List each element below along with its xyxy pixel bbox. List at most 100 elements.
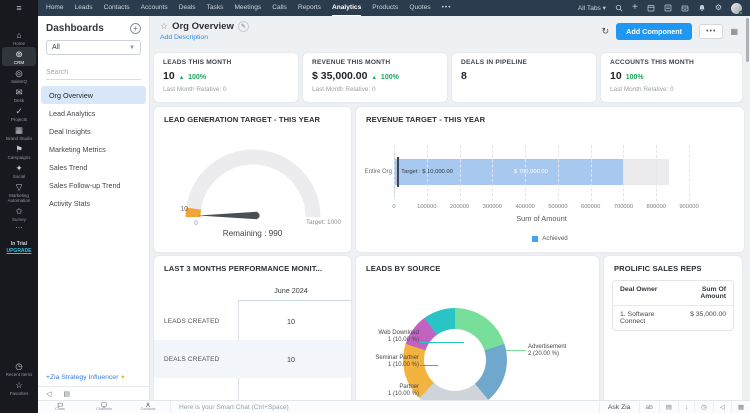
refresh-icon[interactable]: ↻	[602, 26, 610, 37]
x-axis: 0100000200000300000400000500000600000700…	[394, 204, 689, 212]
upgrade-link[interactable]: UPGRADE	[6, 248, 31, 254]
dashboard-more-button[interactable]: •••	[699, 24, 723, 39]
dashboard-list: Org Overview Lead Analytics Deal Insight…	[38, 86, 149, 212]
bottom-bar: Chats Channels Contacts Ask Zia ab ▤ ↓ ◷…	[38, 400, 750, 413]
chart-legend: Achieved	[356, 235, 744, 242]
all-tabs-dropdown[interactable]: All Tabs ▾	[578, 4, 606, 12]
x-tick-label: 800000	[647, 204, 666, 210]
settings-gear-icon[interactable]: ⚙	[715, 3, 722, 13]
app-rail: ≡ ⌂ Home ⊚ CRM ◎ SalesIQ ✉ Desk ✓ Projec…	[0, 0, 38, 413]
kpi-card-deals-in-pipeline: DEALS IN PIPELINE 8	[452, 53, 596, 102]
notes-icon[interactable]: ▤	[659, 401, 678, 413]
translate-icon[interactable]: ab	[639, 401, 659, 413]
kpi-card-accounts-this-month: ACCOUNTS THIS MONTH 10 100% Last Month R…	[601, 53, 742, 102]
add-dashboard-icon[interactable]: +	[130, 23, 141, 34]
column-header-deal-owner: Deal Owner	[613, 281, 671, 305]
table-header-divider	[238, 300, 351, 301]
dashboard-item-lead-analytics[interactable]: Lead Analytics	[41, 104, 146, 122]
add-component-button[interactable]: Add Component	[616, 23, 692, 40]
rail-item-survey[interactable]: ✩ Survey	[2, 204, 36, 223]
favorite-star-icon[interactable]: ☆	[160, 21, 168, 32]
rail-item-desk[interactable]: ✉ Desk	[2, 85, 36, 104]
dashboard-filter-dropdown[interactable]: All ▼	[46, 40, 141, 55]
pie-leader-line	[420, 365, 438, 366]
gridline	[591, 145, 592, 201]
chats-button[interactable]: Chats	[38, 402, 82, 412]
reorder-icon[interactable]: ▤	[63, 390, 70, 398]
column-header-sum-of-amount: Sum Of Amount	[671, 281, 733, 305]
rail-item-salesiq[interactable]: ◎ SalesIQ	[2, 66, 36, 85]
social-icon: ✦	[2, 163, 36, 173]
nav-tab-accounts[interactable]: Accounts	[141, 1, 168, 15]
hamburger-menu-icon[interactable]: ≡	[0, 0, 38, 16]
calendar-icon[interactable]	[647, 4, 655, 12]
dashboard-item-sales-trend[interactable]: Sales Trend	[41, 158, 146, 176]
online-status-dot	[739, 11, 743, 15]
pie-label-advertisement: Advertisement 2 (20.00 %)	[528, 344, 588, 358]
nav-more-icon[interactable]: •••	[442, 1, 452, 15]
notifications-bell-icon[interactable]	[698, 4, 706, 12]
rail-item-crm[interactable]: ⊚ CRM	[2, 47, 36, 66]
vertical-scrollbar[interactable]	[746, 18, 749, 62]
feeds-icon[interactable]	[664, 4, 672, 12]
up-arrow-icon: ▲	[179, 75, 184, 81]
nav-tab-reports[interactable]: Reports	[298, 1, 321, 15]
marketplace-icon[interactable]	[681, 4, 689, 12]
projects-icon: ✓	[2, 106, 36, 116]
table-row: 1. Software Connect $ 35,000.00	[613, 306, 733, 330]
pie-leader-line	[420, 342, 464, 343]
zia-strategy-influencer-link[interactable]: +Zia Strategy Influencer ✦	[38, 370, 149, 386]
user-avatar[interactable]	[731, 3, 742, 14]
add-description-link[interactable]: Add Description	[160, 34, 249, 41]
prolific-sales-reps-card: PROLIFIC SALES REPS Deal Owner Sum Of Am…	[604, 256, 742, 400]
search-icon[interactable]	[615, 4, 623, 12]
dashboard-item-org-overview[interactable]: Org Overview	[41, 86, 146, 104]
top-navigation: Home Leads Contacts Accounts Deals Tasks…	[38, 0, 750, 16]
rail-item-brand-studio[interactable]: ▦ Brand Studio	[2, 123, 36, 142]
bar-chart-plot: Target : $ 10,000.00 $ 700,000.00	[394, 145, 689, 201]
nav-tab-home[interactable]: Home	[46, 1, 64, 15]
nav-tab-deals[interactable]: Deals	[179, 1, 196, 15]
campaigns-icon: ⚑	[2, 144, 36, 154]
table-row: LEADS CREATED 10	[154, 302, 351, 340]
nav-tab-meetings[interactable]: Meetings	[234, 1, 261, 15]
dashboard-item-deal-insights[interactable]: Deal Insights	[41, 122, 146, 140]
rail-more-icon[interactable]: ⋯	[16, 223, 23, 235]
quick-create-icon[interactable]: +	[632, 3, 638, 13]
announcement-icon[interactable]: ◁	[713, 401, 731, 413]
dashboard-search-input[interactable]	[46, 67, 141, 78]
nav-tab-quotes[interactable]: Quotes	[409, 1, 430, 15]
alarm-icon[interactable]: ◷	[694, 401, 713, 413]
contacts-button[interactable]: Contacts	[126, 402, 170, 412]
rail-item-marketing-automation[interactable]: ▽ Marketing Automation	[2, 180, 36, 204]
nav-tab-contacts[interactable]: Contacts	[104, 1, 130, 15]
x-tick-label: 900000	[679, 204, 698, 210]
rail-item-social[interactable]: ✦ Social	[2, 161, 36, 180]
rail-item-favorites[interactable]: ☆ Favorites	[2, 378, 36, 397]
rail-item-campaigns[interactable]: ⚑ Campaigns	[2, 142, 36, 161]
channels-button[interactable]: Channels	[82, 402, 126, 412]
layout-grid-icon[interactable]: ▦	[730, 27, 738, 36]
dashboard-item-activity-stats[interactable]: Activity Stats	[41, 194, 146, 212]
nav-tab-products[interactable]: Products	[372, 1, 398, 15]
nav-tab-tasks[interactable]: Tasks	[207, 1, 224, 15]
rail-item-home[interactable]: ⌂ Home	[2, 28, 36, 47]
dashboard-item-sales-follow-up-trend[interactable]: Sales Follow-up Trend	[41, 176, 146, 194]
rail-item-projects[interactable]: ✓ Projects	[2, 104, 36, 123]
dashboard-item-marketing-metrics[interactable]: Marketing Metrics	[41, 140, 146, 158]
gridline	[460, 145, 461, 201]
calculator-icon[interactable]: ▦	[731, 401, 750, 413]
edit-pencil-icon[interactable]: ✎	[238, 21, 249, 32]
marketing-automation-icon: ▽	[2, 182, 36, 192]
nav-tab-analytics[interactable]: Analytics	[332, 1, 361, 16]
up-arrow-icon: ▲	[371, 75, 376, 81]
x-tick-label: 600000	[581, 204, 600, 210]
rail-item-recent[interactable]: ◷ Recent Items	[2, 359, 36, 378]
smart-chat-input[interactable]	[171, 404, 599, 411]
nav-tab-calls[interactable]: Calls	[272, 1, 287, 15]
download-icon[interactable]: ↓	[678, 401, 694, 413]
nav-tab-leads[interactable]: Leads	[75, 1, 93, 15]
collapse-panel-icon[interactable]: ◁	[46, 390, 51, 398]
ask-zia-button[interactable]: Ask Zia	[599, 401, 639, 413]
desk-icon: ✉	[2, 87, 36, 97]
